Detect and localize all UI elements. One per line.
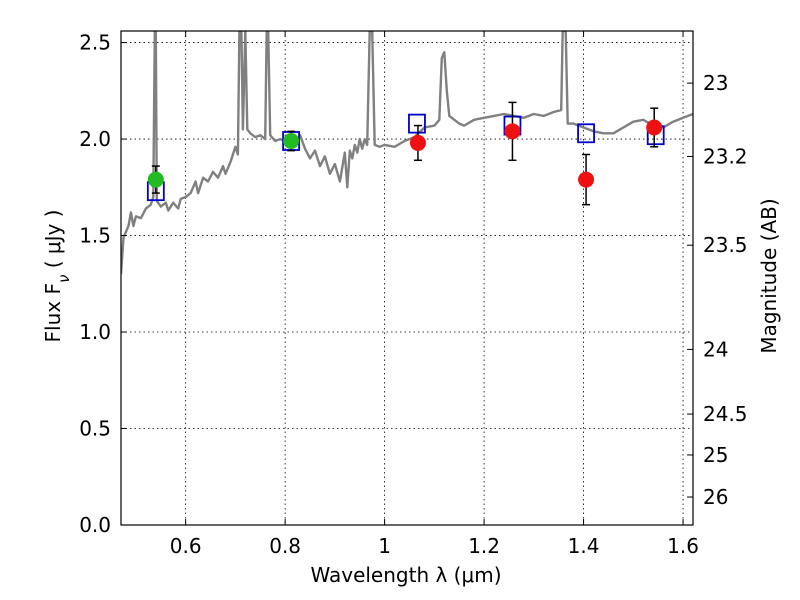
x-tick-label: 1 xyxy=(378,534,391,558)
y2-tick-label: 23.2 xyxy=(703,144,748,168)
y2-tick-label: 25 xyxy=(703,443,728,467)
y-tick-label: 2.5 xyxy=(79,31,111,55)
spectrum-layer xyxy=(121,31,693,275)
x-axis-label: Wavelength λ (μm) xyxy=(310,563,501,587)
y-tick-label: 0.0 xyxy=(79,513,111,537)
y-tick-label: 0.5 xyxy=(79,417,111,441)
y2-tick-label: 23.5 xyxy=(703,233,748,257)
model-photometry-square xyxy=(408,113,426,134)
observed-point xyxy=(409,134,426,151)
observed-point xyxy=(147,171,164,188)
y-tick-label: 1.0 xyxy=(79,320,111,344)
observed-point xyxy=(504,123,521,140)
x-tick-label: 0.6 xyxy=(170,534,202,558)
y-axis-label-unit: ( μJy ) xyxy=(41,210,65,275)
y2-tick-label: 24 xyxy=(703,337,728,361)
y-tick-label: 2.0 xyxy=(79,127,111,151)
observed-point xyxy=(646,119,663,136)
observed-point xyxy=(578,171,595,188)
observed-point xyxy=(283,132,300,149)
plot-frame xyxy=(120,30,694,526)
y-axis-label-main: Flux F xyxy=(41,283,65,342)
observed-points-layer xyxy=(147,101,663,206)
x-tick-label: 1.2 xyxy=(468,534,500,558)
y2-axis-label: Magnitude (AB) xyxy=(757,198,781,353)
y2-tick-label: 26 xyxy=(703,485,728,509)
x-tick-label: 0.8 xyxy=(269,534,301,558)
model-photometry-square xyxy=(577,123,595,144)
x-tick-label: 1.6 xyxy=(667,534,699,558)
x-tick-label: 1.4 xyxy=(568,534,600,558)
y-axis-label-sub: ν xyxy=(55,275,73,283)
spectrum-line xyxy=(121,31,693,275)
y-tick-label: 1.5 xyxy=(79,224,111,248)
y-axis-label: Flux Fν ( μJy ) xyxy=(41,210,73,343)
y2-tick-label: 24.5 xyxy=(703,402,748,426)
grid xyxy=(121,31,693,526)
y2-tick-label: 23 xyxy=(703,71,728,95)
axis-ticks: 0.6 0.8 1 1.2 1.4 1.6 0.0 0.5 1.0 1.5 2.0 2.5 23 23.2… xyxy=(79,31,747,558)
